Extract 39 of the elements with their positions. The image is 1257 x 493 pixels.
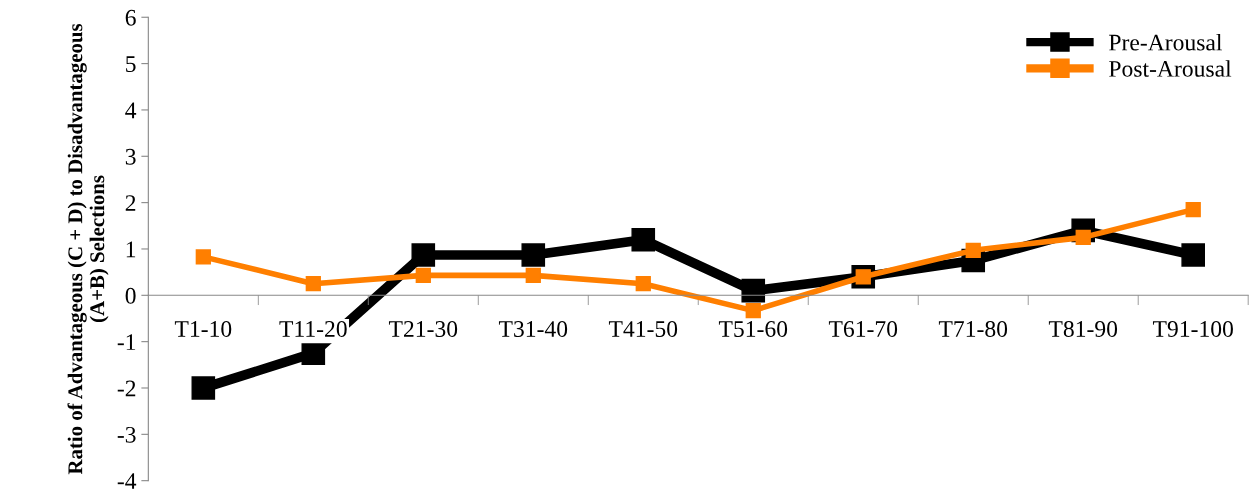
point	[521, 243, 546, 267]
y-tick-label: 6	[125, 9, 136, 26]
x-tick-label: T31-40	[498, 320, 568, 337]
y-tick-label: -3	[117, 426, 136, 443]
y-tick-label: 0	[125, 287, 136, 304]
x-tick-label: T81-90	[1048, 320, 1118, 337]
legend-label: Pre-Arousal	[1109, 33, 1222, 51]
point	[635, 276, 651, 292]
y-tick-label: -2	[117, 380, 136, 397]
point	[965, 242, 981, 258]
point	[631, 227, 656, 252]
point	[1181, 243, 1206, 267]
legend-label: Post-Arousal	[1109, 60, 1232, 77]
x-tick-label: T51-60	[718, 320, 788, 337]
y-tick-label: 4	[125, 102, 137, 119]
y-tick-label: -1	[117, 334, 136, 350]
point	[525, 267, 541, 284]
y-tick-label: 5	[126, 56, 136, 73]
point	[191, 376, 216, 400]
x-tick-label: T61-70	[828, 320, 898, 337]
y-tick-label: 2	[125, 195, 136, 211]
y-tick-label: 3	[125, 148, 136, 165]
point	[415, 267, 431, 284]
x-tick-label: T91-100	[1152, 320, 1233, 337]
point	[301, 341, 326, 366]
x-tick-label: T1-10	[174, 320, 232, 337]
point	[741, 278, 766, 303]
y-axis-title: Ratio of Advantageous (C + D) to Disadvantageous (A+B) Selections	[67, 23, 109, 475]
x-tick-label: T71-80	[938, 320, 1008, 337]
point	[305, 276, 321, 292]
point	[1185, 201, 1201, 218]
point	[411, 243, 436, 267]
y-tick-label: -4	[117, 473, 137, 489]
x-tick-label: T11-20	[279, 320, 347, 337]
x-tick-label: T41-50	[608, 320, 678, 337]
y-tick-label: 1	[126, 241, 136, 258]
point	[745, 302, 761, 319]
point	[195, 249, 211, 265]
x-tick-label: T21-30	[388, 320, 458, 337]
